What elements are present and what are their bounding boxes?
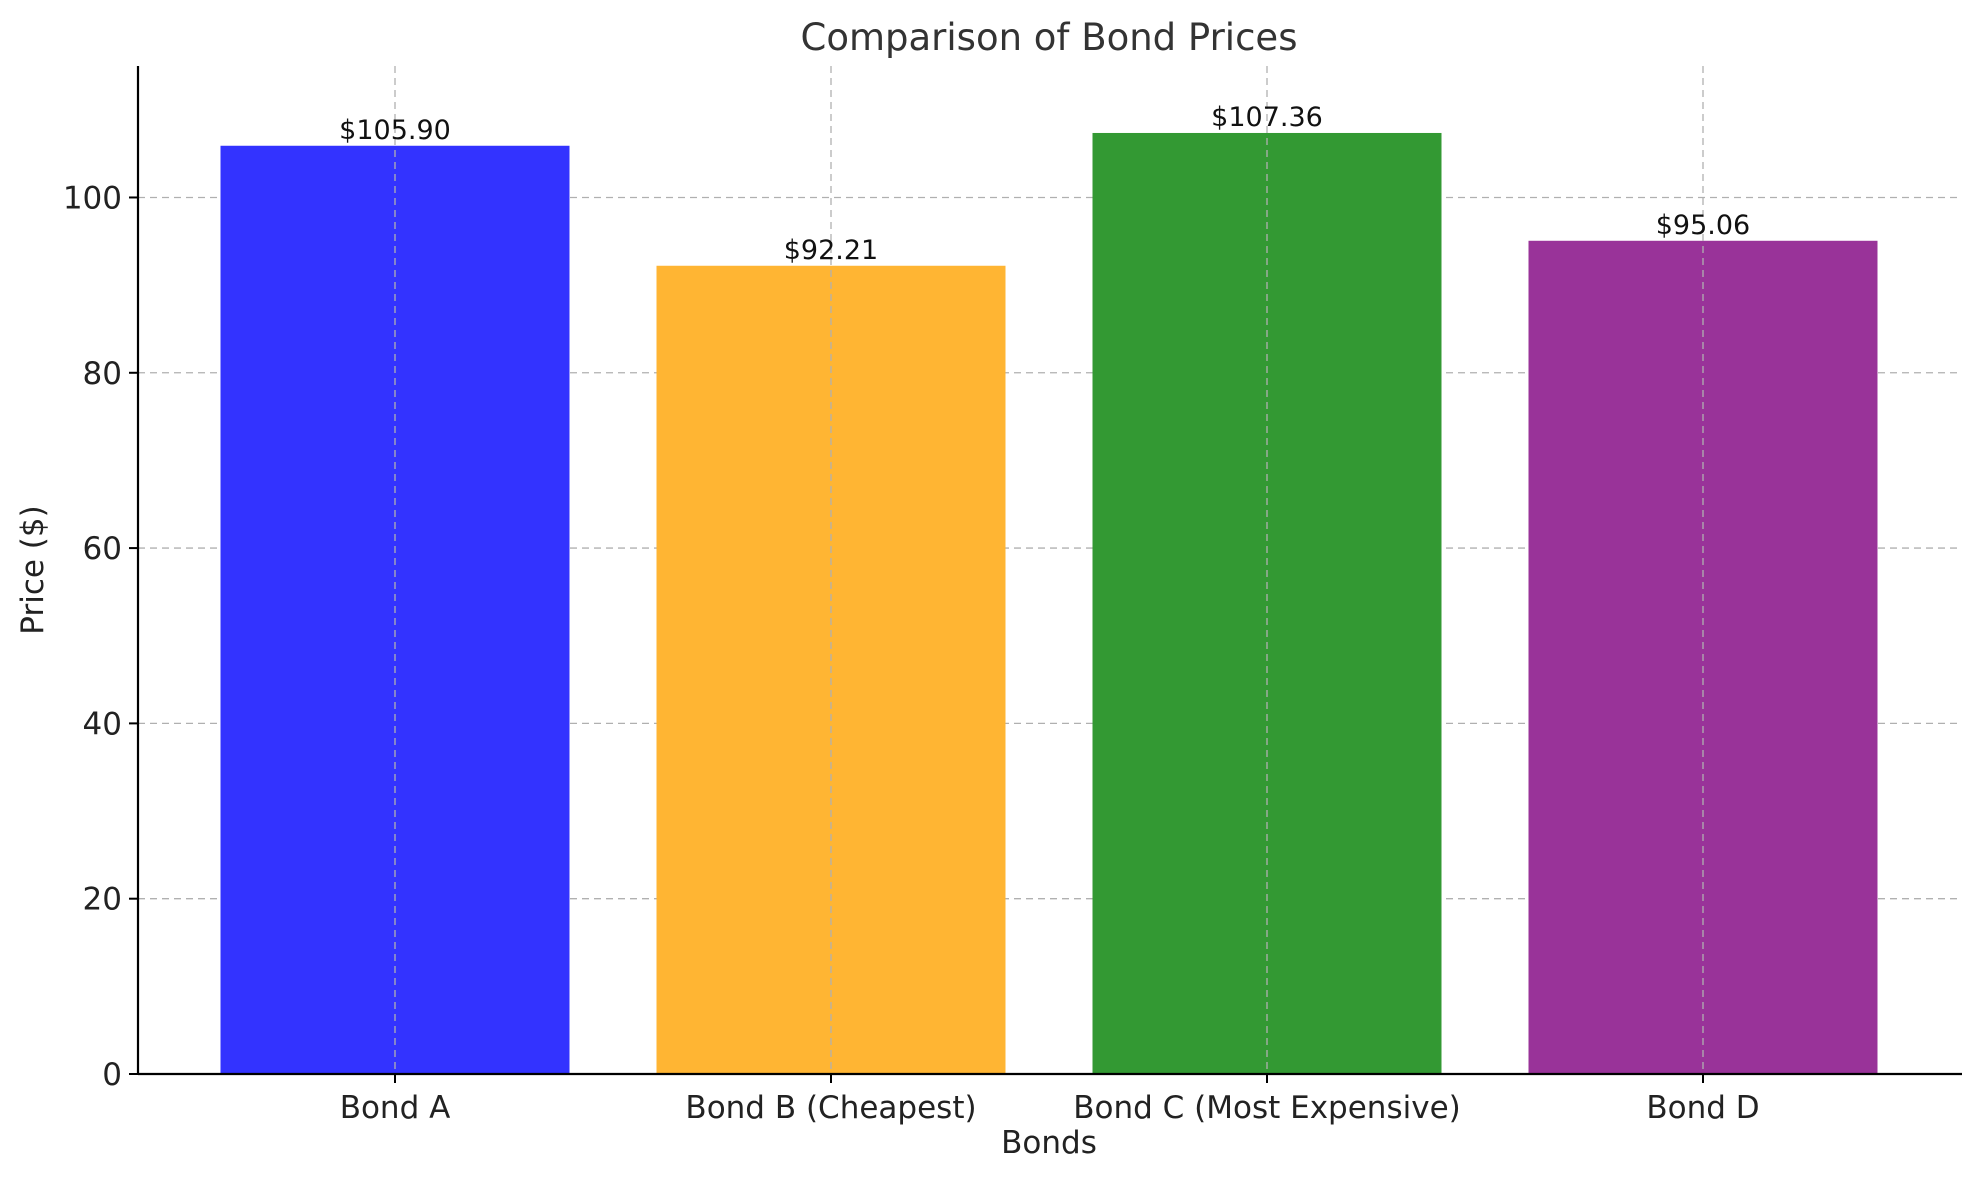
x-tick-label: Bond B (Cheapest) [685, 1090, 976, 1126]
axes [136, 66, 1962, 1076]
x-tick-label: Bond D [1646, 1090, 1759, 1126]
y-tick-label: 20 [83, 882, 122, 918]
chart-title: Comparison of Bond Prices [801, 16, 1298, 59]
y-tick-label: 0 [102, 1057, 122, 1093]
x-ticks: Bond A Bond B (Cheapest) Bond C (Most Expe… [340, 1074, 1760, 1126]
bar-value-label: $105.90 [339, 115, 451, 146]
data-labels: $105.90 $92.21 $107.36 $95.06 [339, 102, 1750, 266]
x-tick-label: Bond A [340, 1090, 451, 1126]
y-ticks: 0 20 40 60 80 100 [63, 180, 138, 1093]
bar-value-label: $92.21 [784, 235, 878, 266]
x-axis-label: Bonds [1001, 1125, 1097, 1161]
y-tick-label: 100 [63, 180, 122, 216]
vertical-grid-lines [394, 66, 1704, 1074]
y-axis-label: Price ($) [15, 505, 51, 634]
bar-value-label: $107.36 [1211, 102, 1323, 133]
bars [220, 66, 1878, 1075]
x-tick-label: Bond C (Most Expensive) [1073, 1090, 1461, 1126]
y-tick-label: 60 [83, 531, 122, 567]
bar [1092, 132, 1442, 1075]
y-tick-label: 40 [83, 706, 122, 742]
bar-value-label: $95.06 [1656, 210, 1750, 241]
y-tick-label: 80 [83, 356, 122, 392]
